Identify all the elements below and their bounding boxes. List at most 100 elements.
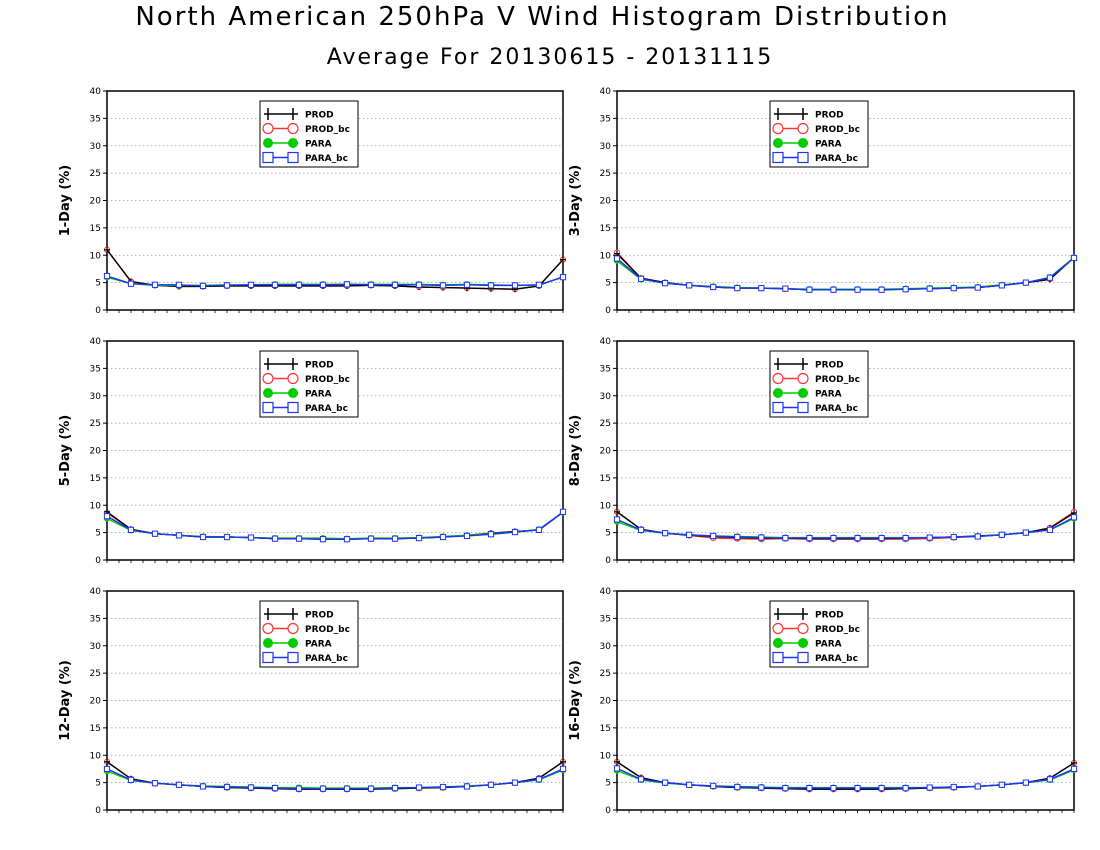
y-tick-label: 40 xyxy=(600,587,612,597)
data-point xyxy=(463,281,471,288)
legend-box xyxy=(769,100,869,168)
series-line xyxy=(106,511,564,540)
data-point xyxy=(247,534,255,541)
y-tick-label: 5 xyxy=(95,779,101,789)
y-tick-label: 40 xyxy=(90,87,102,97)
legend-marker xyxy=(262,401,274,414)
legend-label: PROD_bc xyxy=(305,375,350,385)
data-point xyxy=(319,536,327,543)
data-point xyxy=(613,765,621,772)
legend-marker xyxy=(772,401,784,414)
legend-label: PROD_bc xyxy=(815,125,860,135)
series-line xyxy=(106,275,564,287)
series-para-bc xyxy=(103,508,567,543)
legend-marker xyxy=(288,638,298,648)
y-tick-label: 30 xyxy=(90,142,102,152)
data-point xyxy=(926,285,933,292)
y-tick-label: 0 xyxy=(95,306,101,316)
series-para-bc xyxy=(103,765,567,792)
legend-label: PARA xyxy=(815,390,842,400)
data-point xyxy=(559,508,567,515)
data-point xyxy=(950,285,957,292)
data-point xyxy=(535,281,543,288)
legend-marker xyxy=(772,651,784,664)
legend: PROD PROD_bc PARA PARA_bc xyxy=(259,600,359,668)
data-point xyxy=(367,281,375,288)
legend-marker xyxy=(262,372,274,385)
data-point xyxy=(535,776,543,783)
data-point xyxy=(535,526,543,533)
data-point xyxy=(295,785,303,792)
series-line xyxy=(616,516,1075,539)
y-tick-label: 20 xyxy=(600,447,612,457)
data-point xyxy=(559,274,567,281)
y-tick-label: 25 xyxy=(90,169,101,179)
legend: PROD PROD_bc PARA PARA_bc xyxy=(769,350,869,418)
y-tick-label: 0 xyxy=(95,556,101,566)
legend: PROD PROD_bc PARA PARA_bc xyxy=(259,100,359,168)
data-point xyxy=(662,530,669,537)
y-tick-label: 35 xyxy=(90,114,101,124)
y-tick-label: 10 xyxy=(90,751,102,761)
data-point xyxy=(391,535,399,542)
data-point xyxy=(343,785,351,792)
y-tick-label: 30 xyxy=(600,642,612,652)
legend-marker xyxy=(263,388,273,398)
legend-marker xyxy=(797,651,809,664)
data-point xyxy=(613,516,621,523)
data-point xyxy=(686,531,693,538)
data-point xyxy=(734,783,741,791)
series-prod-bc xyxy=(103,758,567,793)
y-tick-label: 0 xyxy=(605,306,611,316)
legend-marker xyxy=(798,138,808,148)
y-axis-label: 5-Day (%) xyxy=(58,415,73,487)
data-point xyxy=(439,282,447,289)
legend-marker xyxy=(798,638,808,648)
y-tick-label: 40 xyxy=(600,337,612,347)
data-point xyxy=(223,533,231,541)
y-tick-label: 40 xyxy=(90,587,102,597)
data-point xyxy=(127,776,135,783)
series-prod xyxy=(614,250,1077,293)
data-point xyxy=(271,535,279,542)
y-tick-label: 20 xyxy=(90,447,102,457)
y-tick-label: 10 xyxy=(90,501,102,511)
legend-marker xyxy=(797,622,809,635)
legend-marker xyxy=(287,622,299,635)
data-point xyxy=(511,779,519,786)
legend-marker xyxy=(262,622,274,635)
data-point xyxy=(1070,254,1078,262)
data-point xyxy=(319,785,327,792)
legend-label: PARA xyxy=(815,140,842,150)
legend-box xyxy=(259,100,359,168)
legend-box xyxy=(769,350,869,418)
legend-marker xyxy=(773,388,783,398)
y-tick-label: 15 xyxy=(90,724,101,734)
series-para xyxy=(103,509,567,542)
series-para xyxy=(613,766,1078,791)
y-tick-label: 25 xyxy=(90,669,101,679)
series-line xyxy=(106,249,564,290)
legend-marker xyxy=(262,151,274,164)
y-tick-label: 35 xyxy=(600,364,611,374)
series-para-bc xyxy=(613,254,1078,293)
data-point xyxy=(637,275,645,282)
data-point xyxy=(271,785,279,792)
legend-marker xyxy=(262,122,274,135)
data-point xyxy=(998,282,1005,289)
legend-marker xyxy=(288,138,298,148)
data-point xyxy=(1022,779,1029,786)
y-tick-label: 5 xyxy=(95,529,101,539)
data-point xyxy=(415,535,423,542)
y-tick-label: 35 xyxy=(600,614,611,624)
y-tick-label: 10 xyxy=(600,251,612,261)
y-tick-label: 35 xyxy=(90,614,101,624)
data-point xyxy=(710,532,717,540)
legend-marker xyxy=(287,372,299,385)
series-para xyxy=(613,515,1078,541)
series-prod xyxy=(104,758,566,793)
legend-label: PROD_bc xyxy=(305,125,350,135)
data-point xyxy=(319,281,327,288)
data-point xyxy=(199,533,207,541)
